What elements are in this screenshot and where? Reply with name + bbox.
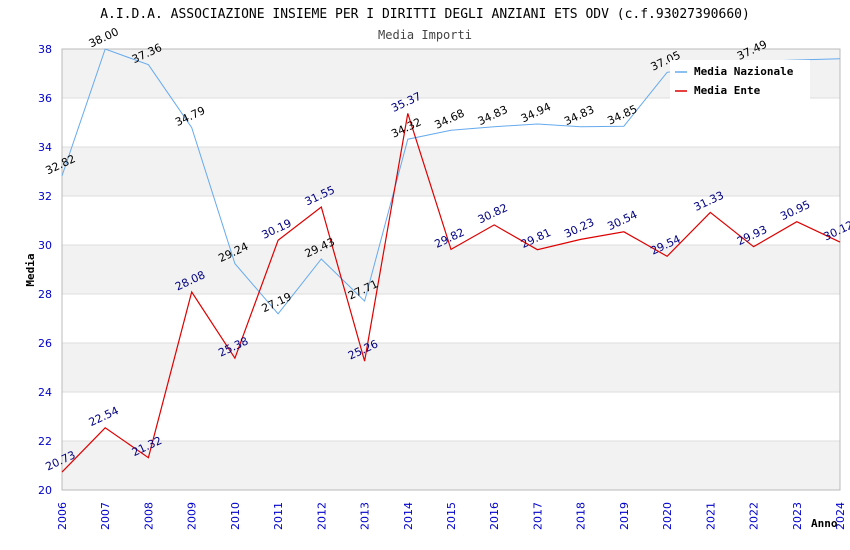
y-tick-label: 26 bbox=[38, 337, 52, 350]
x-tick-label: 2015 bbox=[445, 502, 458, 530]
plot-frame bbox=[61, 48, 841, 491]
legend-label-ente: Media Ente bbox=[694, 84, 761, 97]
grid-band bbox=[62, 343, 840, 392]
legend-background bbox=[670, 60, 810, 100]
chart-subtitle: Media Importi bbox=[378, 28, 472, 42]
y-axis-label: Media bbox=[24, 253, 37, 286]
x-tick-label: 2020 bbox=[661, 502, 674, 530]
x-tick-label: 2023 bbox=[791, 502, 804, 530]
data-label-ente: 30.95 bbox=[778, 198, 812, 223]
x-tick-label: 2021 bbox=[704, 502, 717, 530]
x-tick-label: 2019 bbox=[618, 502, 631, 530]
y-tick-label: 32 bbox=[38, 190, 52, 203]
y-tick-label: 20 bbox=[38, 484, 52, 497]
x-tick-label: 2007 bbox=[99, 502, 112, 530]
y-tick-label: 28 bbox=[38, 288, 52, 301]
legend-label-nazionale: Media Nazionale bbox=[694, 65, 794, 78]
x-tick-label: 2018 bbox=[575, 502, 588, 530]
data-label-ente: 29.93 bbox=[735, 223, 769, 248]
x-tick-label: 2014 bbox=[402, 502, 415, 530]
x-tick-label: 2024 bbox=[834, 502, 847, 530]
series-line-ente bbox=[61, 113, 841, 473]
grid-bands bbox=[62, 49, 840, 490]
grid-band bbox=[62, 245, 840, 294]
y-axis-ticks: 20 22 24 26 28 30 32 34 36 38 bbox=[38, 43, 52, 497]
grid-band bbox=[62, 441, 840, 490]
x-tick-label: 2006 bbox=[56, 502, 69, 530]
data-label-nazionale: 34.83 bbox=[562, 103, 596, 128]
y-tick-label: 36 bbox=[38, 92, 52, 105]
grid-band bbox=[62, 147, 840, 196]
x-tick-label: 2022 bbox=[748, 502, 761, 530]
data-label-ente: 22.54 bbox=[87, 404, 121, 429]
x-axis-label: Anno bbox=[811, 517, 838, 530]
y-tick-label: 38 bbox=[38, 43, 52, 56]
y-tick-label: 34 bbox=[38, 141, 52, 154]
x-tick-label: 2010 bbox=[229, 502, 242, 530]
x-axis-ticks: 2006 2007 2008 2009 2010 2011 2012 2013 2014 2015… bbox=[56, 502, 847, 530]
data-label-nazionale: 34.85 bbox=[605, 102, 639, 127]
data-label-nazionale: 38.00 bbox=[87, 25, 121, 50]
data-label-ente: 30.82 bbox=[476, 201, 510, 226]
x-tick-label: 2013 bbox=[359, 502, 372, 530]
data-label-ente: 30.19 bbox=[260, 217, 294, 242]
x-tick-label: 2016 bbox=[488, 502, 501, 530]
y-tick-label: 24 bbox=[38, 386, 52, 399]
chart-title: A.I.D.A. ASSOCIAZIONE INSIEME PER I DIRI… bbox=[100, 7, 750, 22]
data-label-ente: 30.54 bbox=[605, 208, 639, 233]
data-label-nazionale: 34.94 bbox=[519, 100, 553, 125]
x-tick-label: 2011 bbox=[272, 502, 285, 530]
y-tick-label: 30 bbox=[38, 239, 52, 252]
x-tick-label: 2009 bbox=[186, 502, 199, 530]
data-label-nazionale: 34.83 bbox=[476, 103, 510, 128]
x-tick-label: 2008 bbox=[142, 502, 155, 530]
x-tick-label: 2017 bbox=[531, 502, 544, 530]
legend: Media Nazionale Media Ente bbox=[670, 60, 810, 100]
data-label-nazionale: 34.68 bbox=[432, 107, 466, 132]
x-tick-label: 2012 bbox=[315, 502, 328, 530]
y-tick-label: 22 bbox=[38, 435, 52, 448]
